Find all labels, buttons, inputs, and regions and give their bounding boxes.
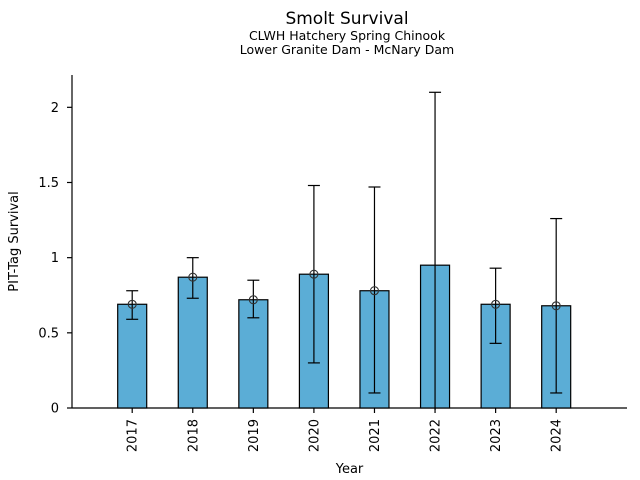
x-axis-title: Year xyxy=(335,462,364,477)
chart-subtitle-line2: Lower Granite Dam - McNary Dam xyxy=(239,41,455,57)
marker-2019 xyxy=(248,295,258,305)
marker-2017 xyxy=(127,299,137,309)
xtick-label-2022: 2022 xyxy=(429,419,444,452)
marker-2020 xyxy=(309,269,319,279)
bar-2018 xyxy=(177,276,208,409)
y-axis-title: PIT-Tag Survival xyxy=(7,191,22,291)
ytick-label-2: 2 xyxy=(51,101,59,116)
xtick-label-2020: 2020 xyxy=(307,419,322,452)
marker-2023 xyxy=(491,299,501,309)
chart-title: Smolt Survival xyxy=(285,9,409,29)
chart-subtitle-line1: CLWH Hatchery Spring Chinook xyxy=(248,28,446,43)
xtick-label-2018: 2018 xyxy=(186,419,201,452)
marker-2024 xyxy=(551,301,561,311)
chart-header: Smolt Survival CLWH Hatchery Spring Chin… xyxy=(47,10,640,56)
xtick-label-2019: 2019 xyxy=(247,419,262,452)
xtick-label-2023: 2023 xyxy=(489,419,504,452)
xtick-label-2017: 2017 xyxy=(126,419,141,452)
xtick-label-2024: 2024 xyxy=(550,419,565,452)
ytick-label-0.5: 0.5 xyxy=(38,326,59,341)
xtick-label-2021: 2021 xyxy=(368,419,383,452)
marker-2021 xyxy=(369,286,380,296)
ytick-label-1.5: 1.5 xyxy=(38,176,59,191)
marker-2018 xyxy=(188,272,198,282)
ytick-label-0: 0 xyxy=(51,402,59,417)
bar-2017 xyxy=(117,303,148,409)
ytick-label-1: 1 xyxy=(51,251,59,266)
